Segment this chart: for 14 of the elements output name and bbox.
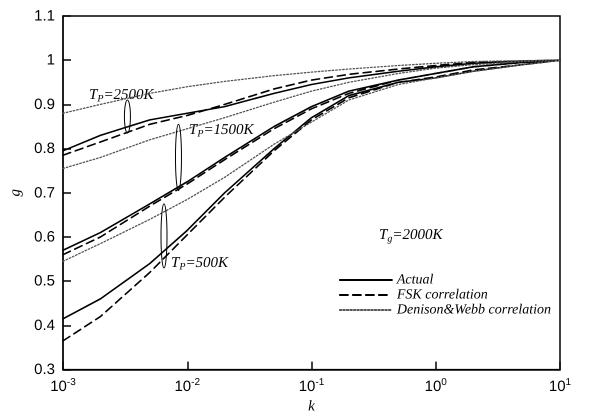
x-axis-title: k (308, 398, 316, 414)
y-tick-label: 0.4 (34, 316, 55, 334)
legend-label: FSK correlation (396, 288, 488, 302)
legend-label: Denison&Webb correlation (396, 302, 552, 318)
y-tick-label: 1.1 (34, 8, 55, 24)
y-tick-label: 0.5 (34, 272, 55, 290)
y-tick-label: 0.7 (34, 184, 55, 202)
legend-label: Actual (396, 272, 434, 288)
y-tick-label: 0.8 (34, 140, 55, 158)
y-tick-label: 0.9 (34, 96, 55, 113)
y-tick-label: 1 (46, 52, 55, 69)
y-axis-title: g (8, 188, 24, 197)
y-tick-label: 0.6 (34, 228, 55, 246)
y-tick-label: 0.3 (34, 361, 55, 378)
